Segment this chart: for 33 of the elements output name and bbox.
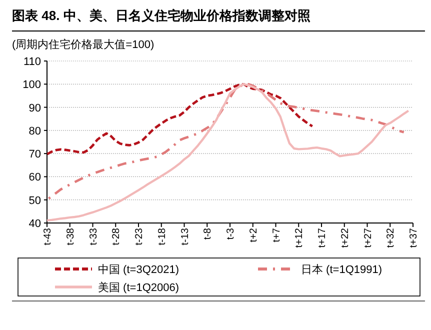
x-tick-label: t-23 bbox=[134, 228, 145, 246]
x-tick-label: t+32 bbox=[386, 228, 397, 248]
x-tick-label: t-38 bbox=[65, 228, 76, 246]
y-axis-title: (周期内住宅价格最大值=100) bbox=[12, 38, 154, 51]
x-tick-label: t+22 bbox=[340, 228, 351, 248]
x-tick-label: t-3 bbox=[226, 228, 236, 240]
x-tick-label: t+12 bbox=[294, 228, 306, 248]
x-tick-label: t+17 bbox=[317, 228, 328, 248]
y-tick-label: 70 bbox=[28, 148, 41, 161]
y-tick-label: 90 bbox=[28, 102, 41, 114]
y-tick-label: 80 bbox=[28, 125, 41, 138]
x-tick-label: t+7 bbox=[271, 228, 282, 242]
y-tick-label: 50 bbox=[28, 194, 41, 207]
x-tick-label: t+37 bbox=[408, 228, 420, 248]
legend-label: 中国 (t=3Q2021) bbox=[98, 263, 180, 276]
x-tick-label: t-33 bbox=[88, 228, 100, 246]
y-tick-label: 110 bbox=[23, 56, 41, 68]
legend-label: 美国 (t=1Q2006) bbox=[98, 281, 180, 294]
legend-label: 日本 (t=1Q1991) bbox=[301, 263, 382, 276]
y-tick-label: 60 bbox=[28, 172, 41, 184]
chart-title: 图表 48. 中、美、日名义住宅物业价格指数调整对照 bbox=[12, 8, 310, 23]
line-series bbox=[46, 83, 410, 222]
y-tick-label: 40 bbox=[28, 218, 41, 230]
x-tick-label: t-18 bbox=[156, 228, 168, 246]
y-tick-label: 100 bbox=[22, 79, 41, 92]
line-series bbox=[46, 82, 406, 202]
x-tick-label: t-8 bbox=[202, 228, 214, 240]
x-tick-label: t-28 bbox=[111, 228, 122, 246]
x-tick-label: t-13 bbox=[180, 228, 191, 246]
x-tick-label: t+2 bbox=[248, 228, 260, 242]
x-tick-label: t+27 bbox=[362, 228, 374, 248]
line-series bbox=[46, 82, 314, 156]
x-tick-label: t-43 bbox=[42, 228, 54, 246]
